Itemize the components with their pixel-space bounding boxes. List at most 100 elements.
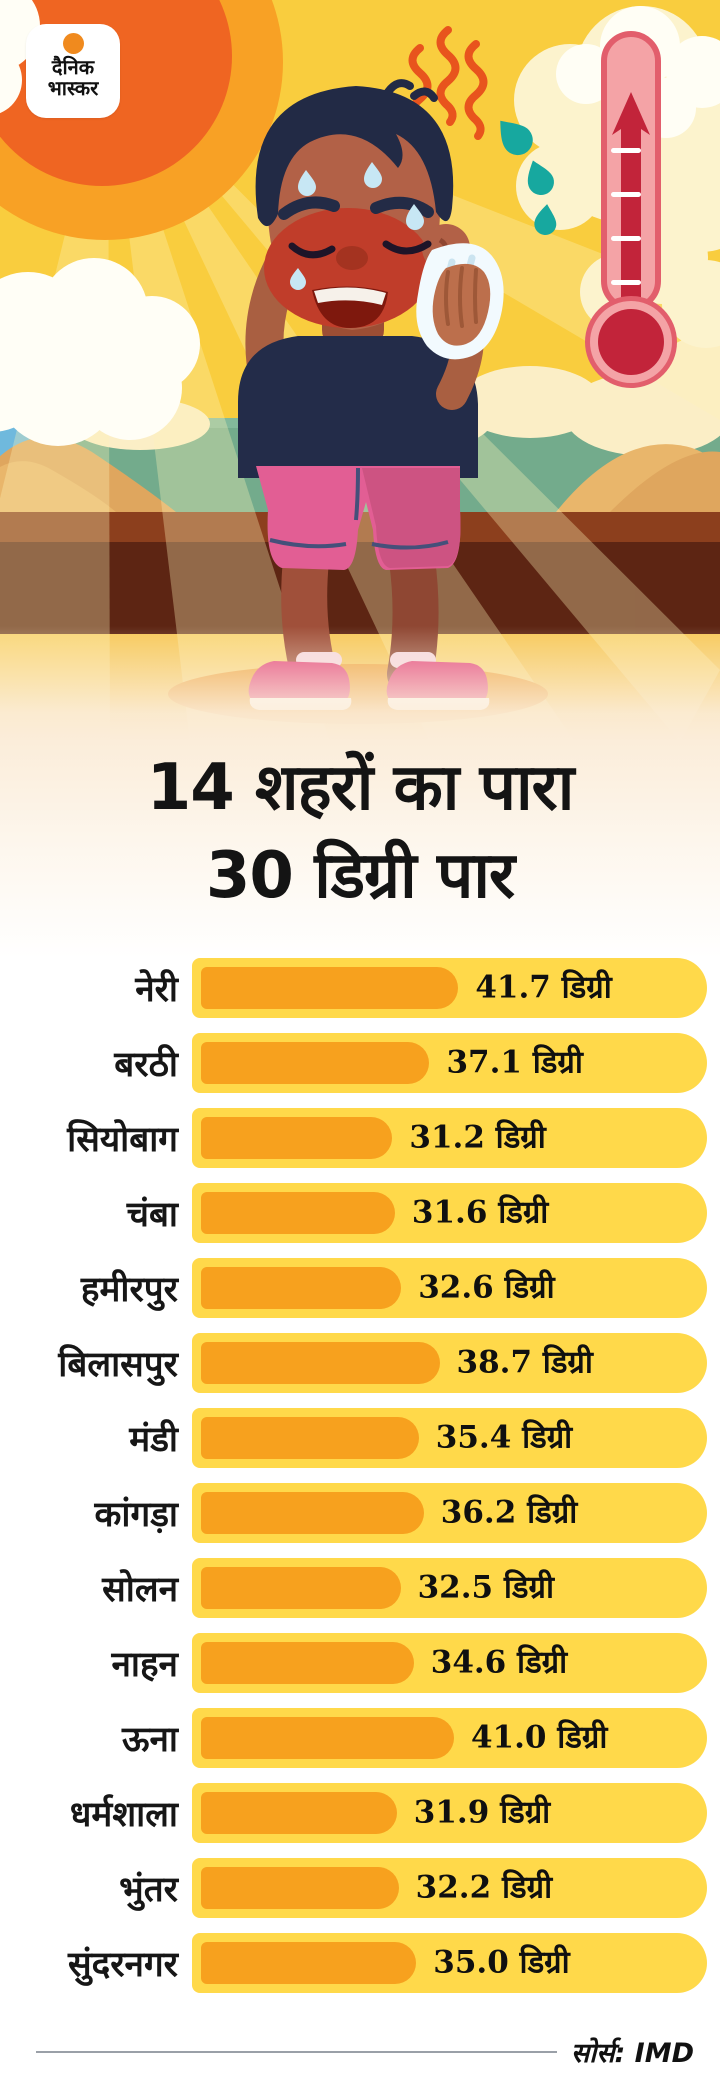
city-label: ऊना	[122, 1719, 178, 1760]
chart-row: बिलासपुर 38.7 डिग्री	[0, 1333, 707, 1393]
city-label: नेरी	[135, 969, 178, 1010]
cloud-icon	[0, 258, 200, 446]
bar-fill	[201, 1492, 424, 1534]
bar-track: 32.6 डिग्री	[192, 1258, 707, 1318]
bar-value: 32.6 डिग्री	[418, 1269, 555, 1306]
chart-row: नेरी 41.7 डिग्री	[0, 958, 707, 1018]
thermometer-ticks	[611, 148, 641, 285]
bar-track: 31.9 डिग्री	[192, 1783, 707, 1843]
nose	[336, 246, 368, 270]
bar-value: 32.2 डिग्री	[415, 1869, 553, 1906]
bar-fill	[201, 1417, 419, 1459]
bar-value: 34.6 डिग्री	[430, 1644, 568, 1681]
city-label: नाहन	[111, 1644, 178, 1685]
bar-fill	[201, 1267, 402, 1309]
face-sweat	[290, 162, 424, 290]
city-label: मंडी	[129, 1419, 178, 1460]
bar-value: 35.4 डिग्री	[435, 1419, 573, 1456]
bar-track: 31.6 डिग्री	[192, 1183, 707, 1243]
chart-row: सियोबाग 31.2 डिग्री	[0, 1108, 707, 1168]
city-label: कांगड़ा	[94, 1494, 178, 1535]
bar-track: 37.1 डिग्री	[192, 1033, 707, 1093]
city-label: बिलासपुर	[58, 1344, 178, 1385]
temperature-bar-chart: नेरी 41.7 डिग्री बरठी 37.1 डिग्री सियोबाग 31.…	[0, 958, 720, 1993]
tshirt	[238, 336, 478, 478]
city-label: हमीरपुर	[80, 1269, 178, 1310]
bar-track: 32.5 डिग्री	[192, 1558, 707, 1618]
bar-track: 41.7 डिग्री	[192, 958, 707, 1018]
bar-fill	[201, 1342, 440, 1384]
closed-eye	[288, 242, 336, 259]
city-label: चंबा	[126, 1194, 178, 1235]
bar-value: 32.5 डिग्री	[417, 1569, 554, 1606]
bar-track: 36.2 डिग्री	[192, 1483, 707, 1543]
bar-fill	[201, 1942, 417, 1984]
city-label: सुंदरनगर	[67, 1944, 178, 1985]
bar-fill	[201, 1192, 395, 1234]
sand-dunes	[0, 437, 720, 512]
page-title-line2: 30 डिग्री पार	[205, 839, 515, 914]
eyebrow	[370, 196, 434, 218]
city-label: सियोबाग	[67, 1119, 178, 1160]
bar-fill	[201, 967, 459, 1009]
brand-logo: दैनिक भास्कर	[26, 24, 120, 118]
city-label: धर्मशाला	[69, 1794, 178, 1835]
bar-track: 32.2 डिग्री	[192, 1858, 707, 1918]
bar-value: 31.6 डिग्री	[411, 1194, 549, 1231]
bar-fill	[201, 1717, 454, 1759]
bar-track: 31.2 डिग्री	[192, 1108, 707, 1168]
bar-track: 41.0 डिग्री	[192, 1708, 707, 1768]
eyebrow	[278, 196, 340, 220]
shorts	[256, 466, 461, 570]
logo-sun-dot-icon	[62, 33, 84, 54]
chart-row: चंबा 31.6 डिग्री	[0, 1183, 707, 1243]
title-block: 14 शहरों का पारा 30 डिग्री पार	[0, 742, 720, 958]
bar-value: 37.1 डिग्री	[446, 1044, 583, 1081]
bar-fill	[201, 1867, 399, 1909]
closed-eye	[382, 240, 432, 255]
brand-name-line1: दैनिक	[51, 55, 95, 79]
brand-name-line2: भास्कर	[47, 75, 99, 100]
bar-value: 41.7 डिग्री	[475, 969, 612, 1006]
city-label: भुंतर	[119, 1869, 178, 1910]
bar-value: 38.7 डिग्री	[456, 1344, 593, 1381]
bar-value: 41.0 डिग्री	[470, 1719, 608, 1756]
bar-track: 34.6 डिग्री	[192, 1633, 707, 1693]
source-label: सोर्स: IMD	[570, 2038, 694, 2069]
bar-fill	[201, 1792, 397, 1834]
bar-track: 38.7 डिग्री	[192, 1333, 707, 1393]
bar-fill	[201, 1042, 430, 1084]
hair	[255, 86, 454, 227]
bar-fill	[201, 1567, 401, 1609]
bar-value: 31.9 डिग्री	[413, 1794, 551, 1831]
teeth	[314, 287, 386, 305]
bar-value: 31.2 डिग्री	[409, 1119, 546, 1156]
chart-row: कांगड़ा 36.2 डिग्री	[0, 1483, 707, 1543]
bar-fill	[201, 1117, 393, 1159]
city-label: बरठी	[114, 1044, 178, 1085]
chart-row: नाहन 34.6 डिग्री	[0, 1633, 707, 1693]
bar-track: 35.4 डिग्री	[192, 1408, 707, 1468]
chart-row: भुंतर 32.2 डिग्री	[0, 1858, 707, 1918]
footer-rule	[36, 2050, 557, 2053]
handkerchief	[416, 243, 504, 360]
boardwalk	[0, 542, 720, 634]
bar-track: 35.0 डिग्री	[192, 1933, 707, 1993]
bar-value: 35.0 डिग्री	[433, 1944, 570, 1981]
city-label: सोलन	[102, 1569, 178, 1610]
chart-row: हमीरपुर 32.6 डिग्री	[0, 1258, 707, 1318]
footer: सोर्स: IMD	[36, 2033, 694, 2070]
chart-row: ऊना 41.0 डिग्री	[0, 1708, 707, 1768]
thermometer-icon	[585, 31, 677, 388]
page-title-line1: 14 शहरों का पारा	[146, 751, 575, 825]
fade-overlay	[0, 626, 720, 742]
chart-row: सुंदरनगर 35.0 डिग्री	[0, 1933, 707, 1993]
bar-fill	[201, 1642, 414, 1684]
chart-row: धर्मशाला 31.9 डिग्री	[0, 1783, 707, 1843]
bar-value: 36.2 डिग्री	[440, 1494, 578, 1531]
hero-illustration: दैनिक भास्कर	[0, 0, 720, 742]
chart-row: मंडी 35.4 डिग्री	[0, 1408, 707, 1468]
chart-row: बरठी 37.1 डिग्री	[0, 1033, 707, 1093]
chart-row: सोलन 32.5 डिग्री	[0, 1558, 707, 1618]
